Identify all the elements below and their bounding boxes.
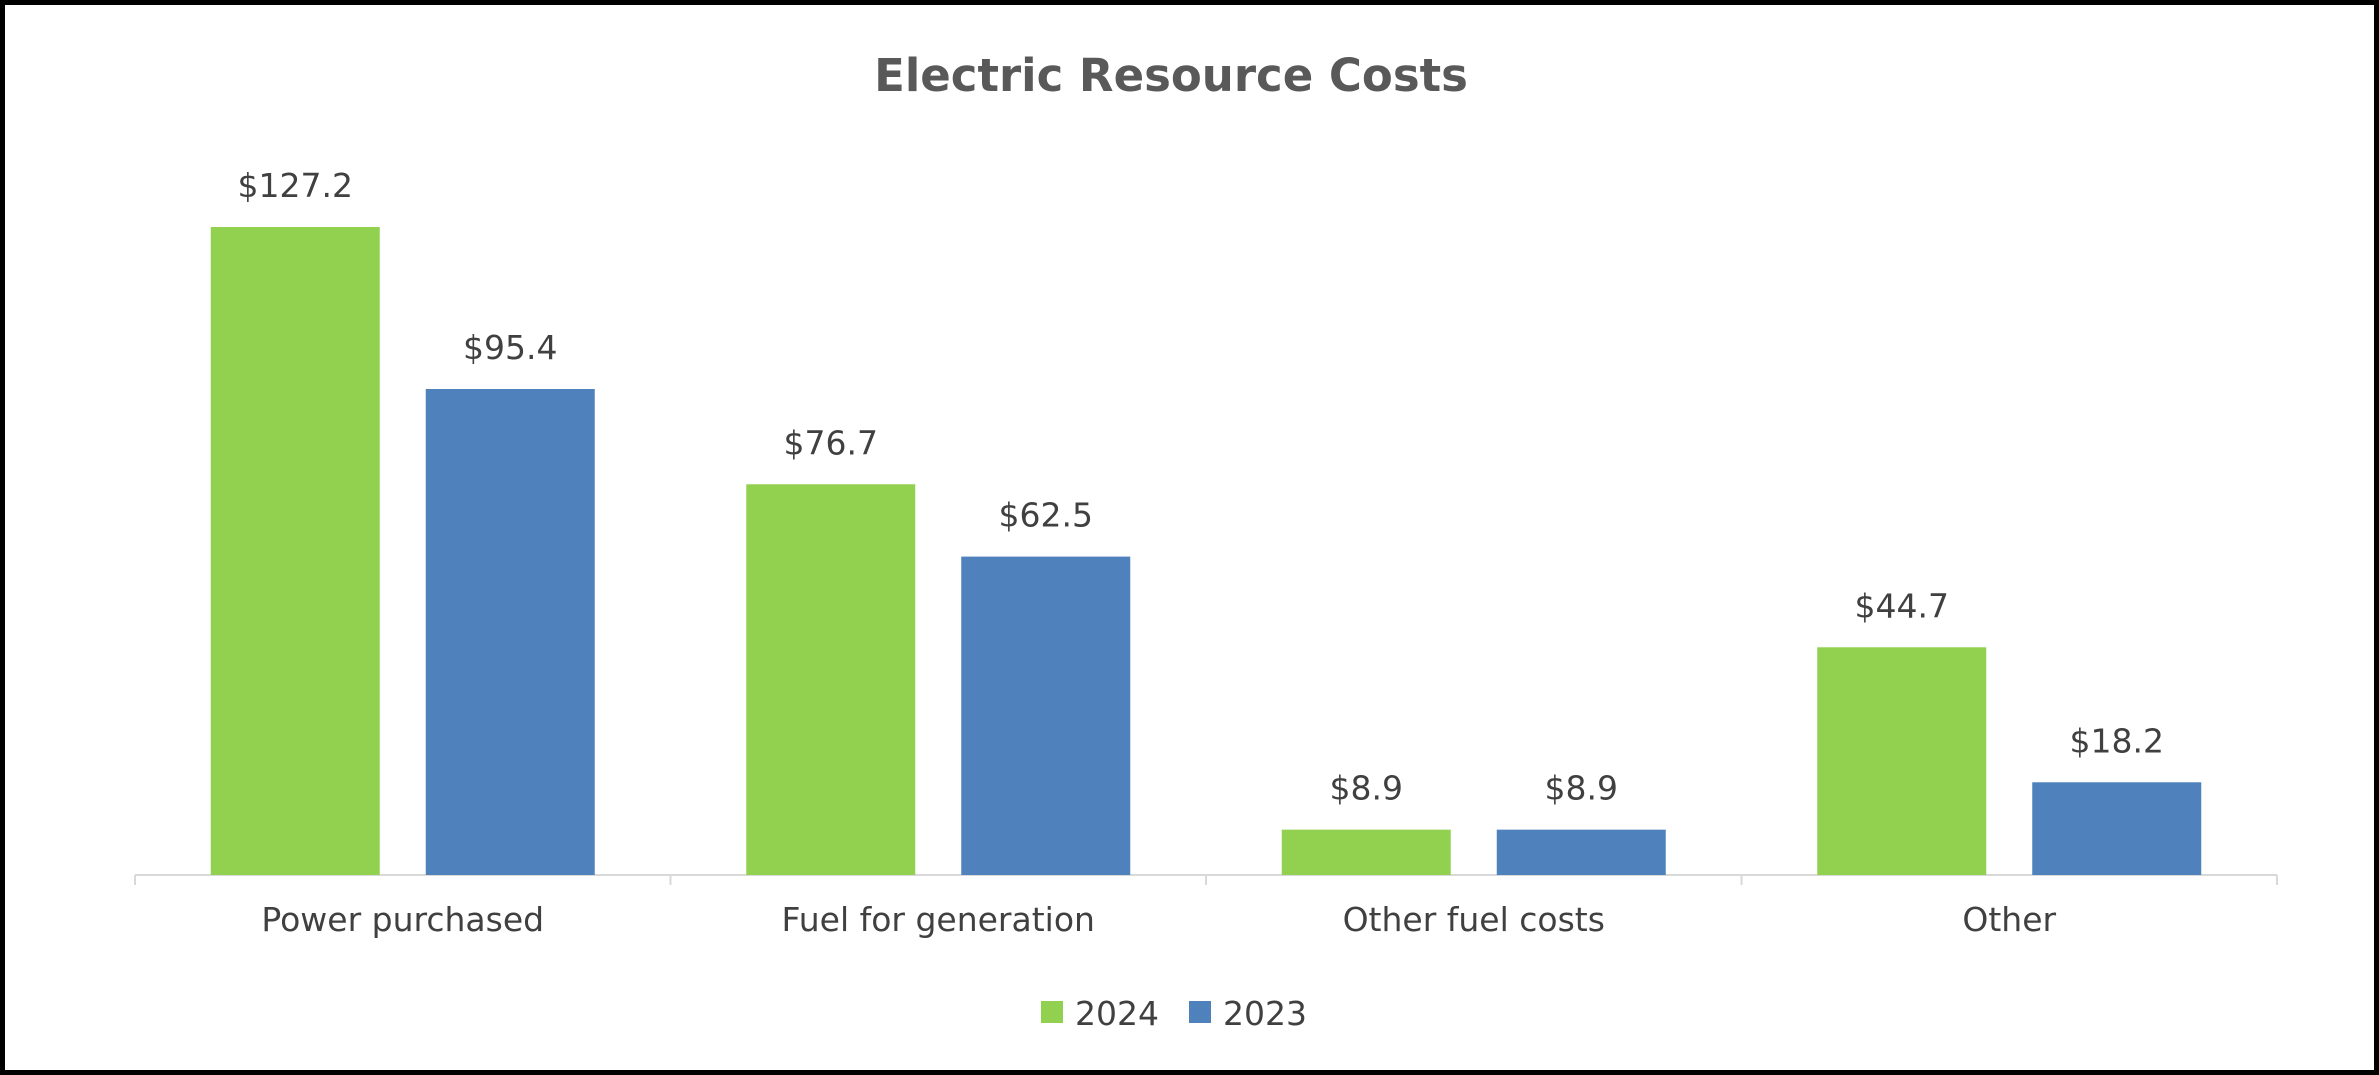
bar-2024[interactable] — [1817, 647, 1987, 875]
bar-2024[interactable] — [210, 227, 380, 875]
bar-2024[interactable] — [1281, 829, 1451, 875]
data-label-2023: $95.4 — [463, 328, 557, 367]
bar-2023[interactable] — [2032, 782, 2202, 875]
bar-chart: Electric Resource Costs $127.2 $95.4 Power… — [134, 49, 2278, 1033]
category-label: Other — [1962, 900, 2056, 939]
legend-swatch-2023 — [1189, 1001, 1211, 1023]
bar-2024[interactable] — [746, 484, 916, 875]
chart-title: Electric Resource Costs — [874, 49, 1468, 102]
category-label: Fuel for generation — [782, 900, 1095, 939]
bar-2023[interactable] — [1496, 829, 1666, 875]
data-label-2023: $18.2 — [2070, 721, 2164, 760]
legend-item-2023[interactable]: 2023 — [1189, 994, 1307, 1033]
data-label-2023: $62.5 — [999, 496, 1093, 535]
plot-area: $127.2 $95.4 Power purchased $76.7 $62.5 Fuel… — [134, 166, 2278, 939]
legend-label-2023: 2023 — [1223, 994, 1307, 1033]
data-label-2024: $44.7 — [1855, 586, 1949, 625]
bar-2023[interactable] — [961, 556, 1131, 875]
data-label-2024: $127.2 — [238, 166, 353, 205]
bar-2023[interactable] — [425, 389, 595, 875]
data-label-2023: $8.9 — [1545, 769, 1618, 808]
data-label-2024: $8.9 — [1330, 769, 1403, 808]
legend-swatch-2024 — [1041, 1001, 1063, 1023]
data-label-2024: $76.7 — [784, 423, 878, 462]
legend-item-2024[interactable]: 2024 — [1041, 994, 1159, 1033]
legend: 2024 2023 — [1041, 994, 1307, 1033]
legend-label-2024: 2024 — [1075, 994, 1159, 1033]
category-label: Other fuel costs — [1343, 900, 1605, 939]
category-label: Power purchased — [261, 900, 544, 939]
